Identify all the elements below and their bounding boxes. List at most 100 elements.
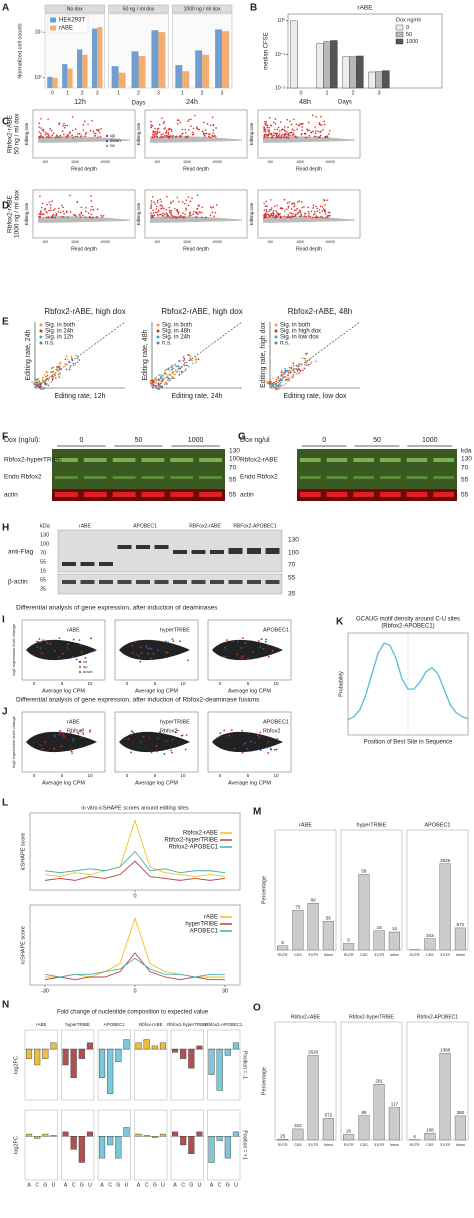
data-label: 108 bbox=[426, 1127, 434, 1132]
bar bbox=[115, 1136, 122, 1159]
band bbox=[170, 458, 194, 462]
sig-point bbox=[185, 136, 188, 139]
sig-point bbox=[153, 214, 156, 217]
band bbox=[433, 458, 454, 462]
de-point bbox=[41, 652, 43, 655]
de-point bbox=[275, 748, 278, 751]
sig-point bbox=[274, 216, 276, 218]
x-tick-label: 3'UTR bbox=[308, 1143, 318, 1147]
bar bbox=[131, 51, 139, 88]
sig-point bbox=[282, 133, 284, 136]
point bbox=[267, 382, 269, 384]
sig-point bbox=[153, 132, 155, 134]
bar bbox=[307, 903, 319, 951]
sig-point bbox=[92, 130, 95, 133]
sig-point bbox=[322, 208, 325, 210]
bar bbox=[135, 1042, 142, 1050]
facet-frame bbox=[274, 829, 337, 951]
band bbox=[199, 458, 222, 462]
y-axis-label: icSHAPE score bbox=[20, 926, 26, 964]
panel-letter: F bbox=[2, 432, 8, 443]
facet-frame bbox=[340, 829, 403, 951]
x-tick-label: 1 bbox=[325, 90, 328, 96]
x-tick-label: G bbox=[153, 1182, 157, 1188]
point bbox=[167, 367, 170, 369]
sig-point bbox=[184, 213, 186, 216]
sig-point bbox=[287, 214, 290, 216]
sig-point bbox=[150, 202, 153, 205]
sig-point bbox=[153, 135, 156, 138]
sig-point bbox=[160, 134, 163, 136]
facet-title: 50 ng / ml dox bbox=[123, 6, 155, 12]
sig-point bbox=[170, 211, 172, 214]
sig-point bbox=[69, 211, 72, 213]
de-point bbox=[237, 640, 240, 643]
bar bbox=[107, 1136, 114, 1146]
point bbox=[292, 374, 295, 377]
y-axis-label: Editing rate bbox=[249, 122, 254, 145]
sig-point bbox=[212, 206, 215, 208]
bar bbox=[224, 1048, 231, 1056]
sig-point bbox=[314, 135, 317, 138]
sig-point bbox=[278, 133, 281, 135]
data-label: 1368 bbox=[440, 1047, 451, 1052]
kda-label: 55 bbox=[229, 492, 237, 499]
sig-point bbox=[54, 208, 56, 210]
ns-cloud bbox=[26, 639, 97, 661]
sig-point bbox=[150, 205, 152, 207]
de-point bbox=[46, 641, 49, 644]
point bbox=[289, 369, 292, 372]
sig-point bbox=[315, 216, 318, 219]
facet-title: Rbfox2-hyperTRIBE bbox=[167, 1022, 207, 1027]
de-point bbox=[267, 655, 270, 658]
kda-label: 70 bbox=[461, 465, 469, 472]
point bbox=[300, 363, 303, 366]
de-point bbox=[80, 729, 83, 732]
kda-label: 55 bbox=[461, 477, 469, 484]
band bbox=[117, 545, 132, 549]
sig-point bbox=[52, 132, 55, 134]
point bbox=[71, 358, 73, 361]
sig-point bbox=[289, 134, 291, 136]
sig-point bbox=[192, 133, 195, 135]
point bbox=[292, 373, 295, 375]
bar bbox=[47, 76, 53, 88]
sig-point bbox=[41, 213, 44, 216]
sig-point bbox=[157, 211, 159, 213]
sig-point bbox=[196, 194, 199, 196]
sig-point bbox=[290, 212, 293, 215]
de-point bbox=[264, 640, 267, 643]
sig-point bbox=[84, 133, 87, 135]
sig-point bbox=[215, 204, 218, 206]
de-point bbox=[63, 735, 65, 738]
bar bbox=[78, 1048, 85, 1059]
sig-point bbox=[310, 131, 313, 134]
point bbox=[283, 370, 286, 372]
de-point bbox=[171, 638, 174, 641]
sig-point bbox=[172, 134, 174, 137]
point bbox=[58, 375, 60, 377]
sig-point bbox=[263, 121, 266, 123]
point bbox=[301, 356, 303, 359]
y-tick-label: 10¹ bbox=[35, 30, 43, 36]
de-point bbox=[150, 647, 153, 650]
sig-point bbox=[161, 214, 164, 217]
sig-point bbox=[212, 135, 215, 138]
de-point bbox=[79, 644, 82, 646]
bar bbox=[159, 1133, 166, 1137]
bar bbox=[454, 1115, 466, 1141]
sig-point bbox=[276, 204, 278, 207]
bar bbox=[67, 68, 73, 88]
point bbox=[310, 357, 312, 359]
legend-swatch bbox=[156, 329, 160, 333]
x-tick-label: -30 bbox=[41, 988, 49, 994]
point bbox=[66, 358, 69, 360]
point bbox=[274, 387, 277, 390]
point bbox=[183, 357, 186, 360]
sig-point bbox=[273, 132, 275, 134]
sig-point bbox=[264, 123, 267, 125]
ns-cloud bbox=[212, 639, 283, 661]
legend-swatch bbox=[156, 335, 160, 339]
point bbox=[167, 379, 169, 381]
sig-point bbox=[167, 131, 170, 134]
